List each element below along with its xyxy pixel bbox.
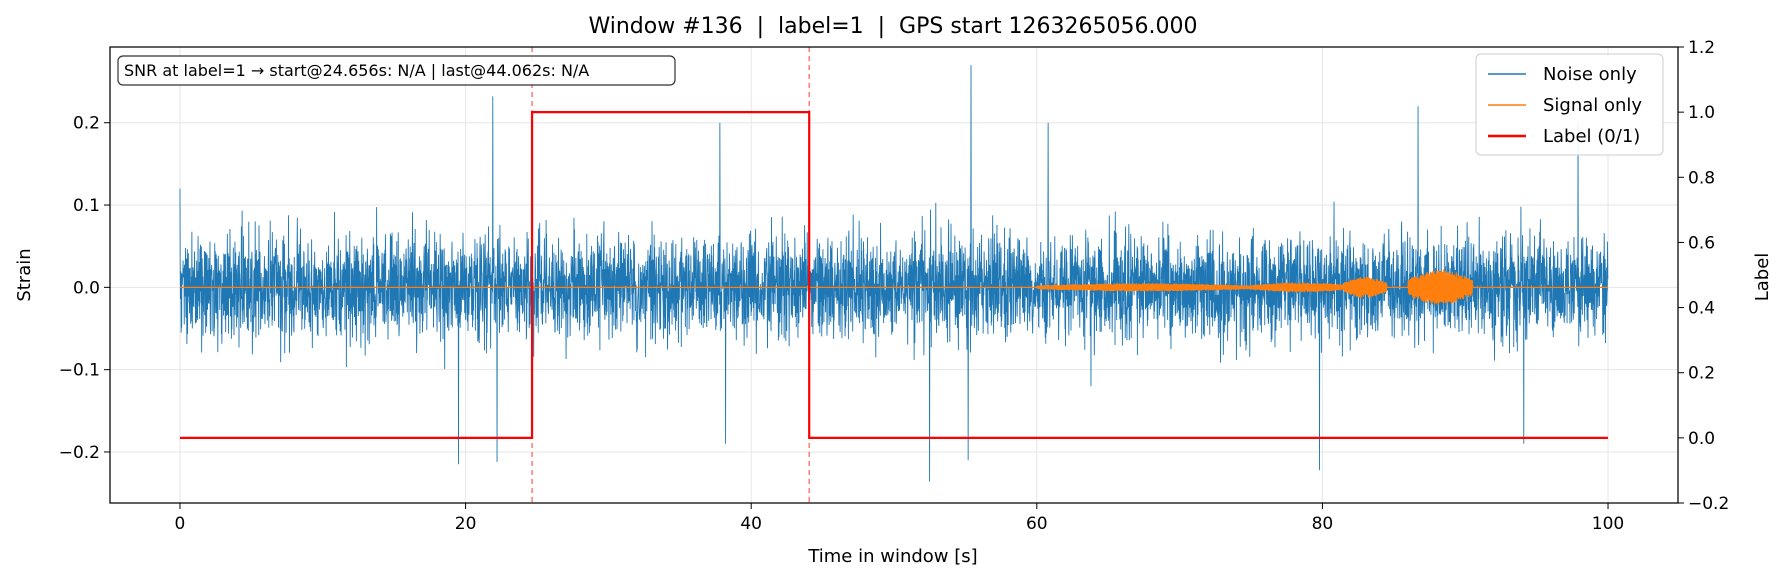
y-tick-label: 0.1 <box>73 196 100 216</box>
y-tick-label: 0.0 <box>73 278 100 298</box>
label-step-line <box>179 111 1609 439</box>
x-tick-label: 20 <box>455 514 477 534</box>
legend-label: Label (0/1) <box>1543 126 1640 147</box>
x-tick-label: 80 <box>1312 514 1334 534</box>
y2-tick-label: −0.2 <box>1688 494 1729 514</box>
annotation-text: SNR at label=1 → start@24.656s: N/A | la… <box>124 61 589 80</box>
x-tick-label: 0 <box>175 514 186 534</box>
x-axis-label: Time in window [s] <box>807 546 977 567</box>
x-tick-label: 60 <box>1026 514 1048 534</box>
snr-annotation: SNR at label=1 → start@24.656s: N/A | la… <box>117 55 676 86</box>
legend-box <box>1475 53 1664 156</box>
y-tick-label: 0.2 <box>73 114 100 134</box>
plot-frame <box>109 46 1679 504</box>
annotation-box <box>117 55 676 86</box>
y2-axis-label: Label <box>1752 253 1773 302</box>
y2-tick-label: 0.6 <box>1688 233 1715 253</box>
x-tick-label: 100 <box>1592 514 1624 534</box>
y-axis-label: Strain <box>14 248 35 301</box>
signal-series-line <box>179 269 1609 306</box>
legend-label: Noise only <box>1543 64 1637 85</box>
axes: 0 20 40 60 80 100 −0.2 −0.1 0.0 0.1 0.2 −0.2 0.0 0.2 0… <box>59 38 1730 534</box>
y2-tick-label: 0.4 <box>1688 299 1715 319</box>
y-tick-label: −0.2 <box>59 443 100 463</box>
y2-tick-label: 0.2 <box>1688 364 1715 384</box>
y2-tick-label: 1.0 <box>1688 103 1715 123</box>
chart-title: Window #136 | label=1 | GPS start 126326… <box>588 14 1197 39</box>
plot-layer <box>179 47 1609 503</box>
x-tick-label: 40 <box>740 514 762 534</box>
y-tick-label: −0.1 <box>59 361 100 381</box>
legend-label: Signal only <box>1543 95 1642 116</box>
y2-tick-label: 1.2 <box>1688 38 1715 58</box>
y2-tick-label: 0.8 <box>1688 168 1715 188</box>
legend: Noise only Signal only Label (0/1) <box>1475 53 1664 156</box>
y2-tick-label: 0.0 <box>1688 429 1715 449</box>
